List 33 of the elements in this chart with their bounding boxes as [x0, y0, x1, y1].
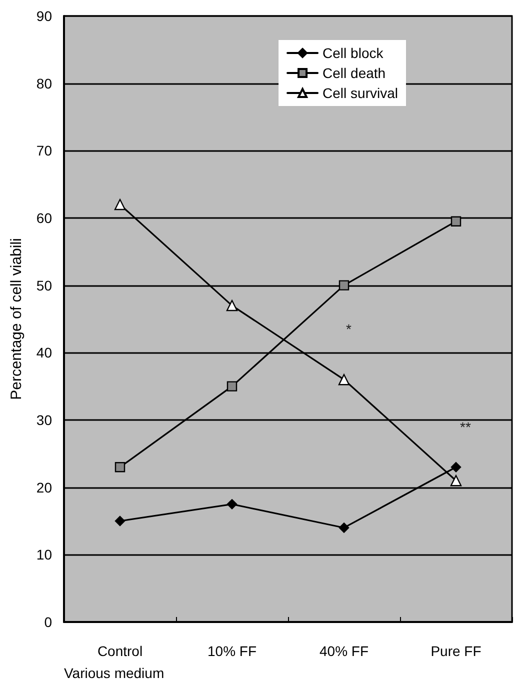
legend-label: Cell survival — [322, 85, 398, 101]
y-tick-label: 80 — [36, 75, 52, 92]
x-tick-label: 40% FF — [319, 643, 369, 659]
annotation: * — [346, 321, 352, 337]
y-tick-label: 60 — [36, 210, 52, 226]
y-tick-label: 0 — [44, 614, 52, 630]
y-tick-label: 40 — [36, 344, 52, 361]
y-tick-label: 30 — [36, 412, 52, 428]
y-tick-label: 10 — [36, 546, 52, 563]
point — [338, 374, 350, 386]
point — [338, 280, 350, 290]
x-axis-title: Various medium — [64, 665, 164, 681]
point — [450, 475, 462, 486]
y-tick-label: 20 — [36, 479, 52, 496]
point — [114, 462, 126, 472]
point — [338, 522, 350, 533]
y-tick-label: 70 — [36, 142, 52, 159]
legend-label: Cell death — [322, 65, 386, 81]
point — [450, 462, 462, 472]
point — [114, 516, 126, 526]
y-tick-label: 90 — [36, 8, 52, 24]
point — [450, 216, 462, 226]
point — [226, 381, 238, 392]
legend-label: Cell block — [322, 45, 384, 61]
y-tick-label: 50 — [36, 277, 52, 294]
point — [114, 198, 126, 210]
annotation: ** — [460, 419, 472, 435]
x-tick-label: 10% FF — [207, 643, 257, 659]
point — [226, 499, 238, 510]
x-tick-label: Control — [97, 643, 143, 659]
x-tick-label: Pure FF — [430, 643, 482, 659]
y-axis-title: Percentage of cell viabili — [8, 238, 25, 400]
point — [226, 300, 238, 312]
